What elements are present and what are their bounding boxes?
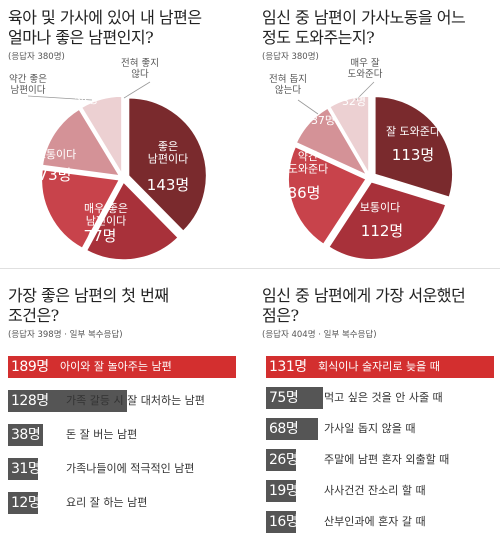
bar-value: 128명	[11, 393, 49, 409]
pie-slice	[40, 168, 121, 250]
bar-row: 68명 가사일 돕지 않을 때	[266, 418, 494, 440]
pie-slice	[327, 180, 447, 261]
bar-row: 26명 주말에 남편 혼자 외출할 때	[266, 449, 494, 471]
slice-value: 73명	[39, 166, 72, 184]
bar	[266, 418, 318, 440]
bar-value: 75명	[269, 390, 299, 406]
bar	[266, 387, 324, 409]
bar-row: 16명 산부인과에 혼자 갈 때	[266, 511, 494, 533]
leader-line	[123, 81, 151, 99]
panel-title: 임신 중 남편에게 가장 서운했던 점은?	[262, 286, 466, 325]
panel-title: 육아 및 가사에 있어 내 남편은 얼마나 좋은 남편인지?	[8, 8, 202, 47]
bar	[8, 458, 38, 480]
pie-slice	[287, 145, 368, 246]
slice-value: 37명	[311, 114, 335, 127]
bar-value: 12명	[11, 495, 41, 511]
bar-row: 131명 회식이나 술자리로 늦을 때	[266, 356, 494, 378]
slice-label: 전혀 돕지 않는다	[269, 74, 307, 96]
panel-title: 임신 중 남편이 가사노동을 어느 정도 도와주는지?	[262, 8, 466, 47]
bar-row: 19명 사사건건 잔소리 할 때	[266, 480, 494, 502]
slice-value: 54명	[74, 93, 98, 106]
bar-row: 75명 먹고 싶은 것을 안 사줄 때	[266, 387, 494, 409]
bar-label: 요리 잘 하는 남편	[66, 496, 148, 509]
slice-label: 잘 도와준다	[386, 125, 440, 138]
slice-value: 112명	[361, 222, 403, 240]
bar	[8, 492, 38, 514]
slice-value: 113명	[392, 146, 434, 164]
bar-row: 31명 가족나들이에 적극적인 남편	[8, 458, 236, 480]
slice-label: 매우 좋은 남편이다	[84, 202, 128, 228]
bar-value: 68명	[269, 421, 299, 437]
bar	[266, 480, 296, 502]
slice-value: 32명	[342, 95, 366, 108]
panel-housework-help: 임신 중 남편이 가사노동을 어느 정도 도와주는지? (응답자 380명)	[262, 8, 498, 62]
slice-label: 약간 도와준다	[288, 149, 328, 176]
panel-subtitle: (응답자 404명 · 일부 복수응답)	[262, 330, 377, 340]
bar-row: 189명 아이와 잘 놀아주는 남편	[8, 356, 236, 378]
panel-subtitle: (응답자 398명 · 일부 복수응답)	[8, 330, 123, 340]
slice-label: 보통이다	[360, 201, 400, 214]
bar-label: 돈 잘 버는 남편	[66, 428, 138, 441]
slice-value: 143명	[147, 176, 189, 194]
panel-best-husband: 가장 좋은 남편의 첫 번째 조건은? (응답자 398명 · 일부 복수응답)	[8, 286, 248, 340]
pie-slice	[374, 95, 454, 199]
bar-value: 19명	[269, 483, 299, 499]
bar-label: 가사일 돕지 않을 때	[324, 422, 416, 435]
bar-label: 주말에 남편 혼자 외출할 때	[324, 453, 450, 466]
panel-disappointment: 임신 중 남편에게 가장 서운했던 점은? (응답자 404명 · 일부 복수응…	[262, 286, 498, 340]
bar	[266, 449, 296, 471]
bar-value: 26명	[269, 452, 299, 468]
panel-subtitle: (응답자 380명)	[262, 52, 319, 62]
slice-value: 77명	[84, 227, 117, 245]
bar-value: 189명	[11, 359, 49, 375]
pie-slice	[127, 96, 208, 233]
pie-slice	[85, 180, 180, 261]
slice-value: 86명	[288, 184, 321, 202]
panel-subtitle: (응답자 380명)	[8, 52, 65, 62]
bar	[8, 424, 44, 446]
bar	[8, 390, 127, 412]
bar-row: 12명 요리 잘 하는 남편	[8, 492, 236, 514]
slice-label: 좋은 남편이다	[148, 140, 188, 166]
slice-label: 보통이다	[36, 148, 76, 161]
bar-value: 31명	[11, 461, 41, 477]
bar-label: 가족나들이에 적극적인 남편	[66, 462, 195, 475]
pie-slice	[80, 95, 123, 177]
slice-label: 전혀 좋지 않다	[121, 58, 159, 80]
bar-label: 가족 갈등 시 잘 대처하는 남편	[66, 394, 205, 407]
bar-value: 131명	[269, 359, 307, 375]
bar-row: 128명 가족 갈등 시 잘 대처하는 남편	[8, 390, 236, 412]
leader-line	[27, 95, 93, 101]
bar-label: 아이와 잘 놀아주는 남편	[60, 360, 172, 373]
pie-slice	[41, 108, 122, 177]
bar-label: 사사건건 잔소리 할 때	[324, 484, 426, 497]
bar-value: 38명	[11, 427, 41, 443]
pie-slice	[295, 106, 369, 177]
leader-line	[355, 81, 375, 101]
panel-title: 가장 좋은 남편의 첫 번째 조건은?	[8, 286, 169, 325]
bar	[266, 511, 296, 533]
leader-line	[297, 99, 319, 115]
slice-value: 33명	[103, 86, 127, 99]
section-divider	[0, 268, 500, 269]
bar-label: 회식이나 술자리로 늦을 때	[318, 360, 440, 373]
bar-label: 먹고 싶은 것을 안 사줄 때	[324, 391, 443, 404]
bar-value: 16명	[269, 514, 299, 530]
slice-label: 매우 잘 도와준다	[348, 57, 383, 80]
pie-slice	[328, 95, 370, 177]
bar-label: 산부인과에 혼자 갈 때	[324, 515, 426, 528]
bar	[8, 356, 236, 378]
slice-label: 약간 좋은 남편이다	[9, 73, 47, 96]
bar	[266, 356, 494, 378]
panel-husband-rating: 육아 및 가사에 있어 내 남편은 얼마나 좋은 남편인지? (응답자 380명…	[8, 8, 248, 62]
bar-row: 38명 돈 잘 버는 남편	[8, 424, 236, 446]
